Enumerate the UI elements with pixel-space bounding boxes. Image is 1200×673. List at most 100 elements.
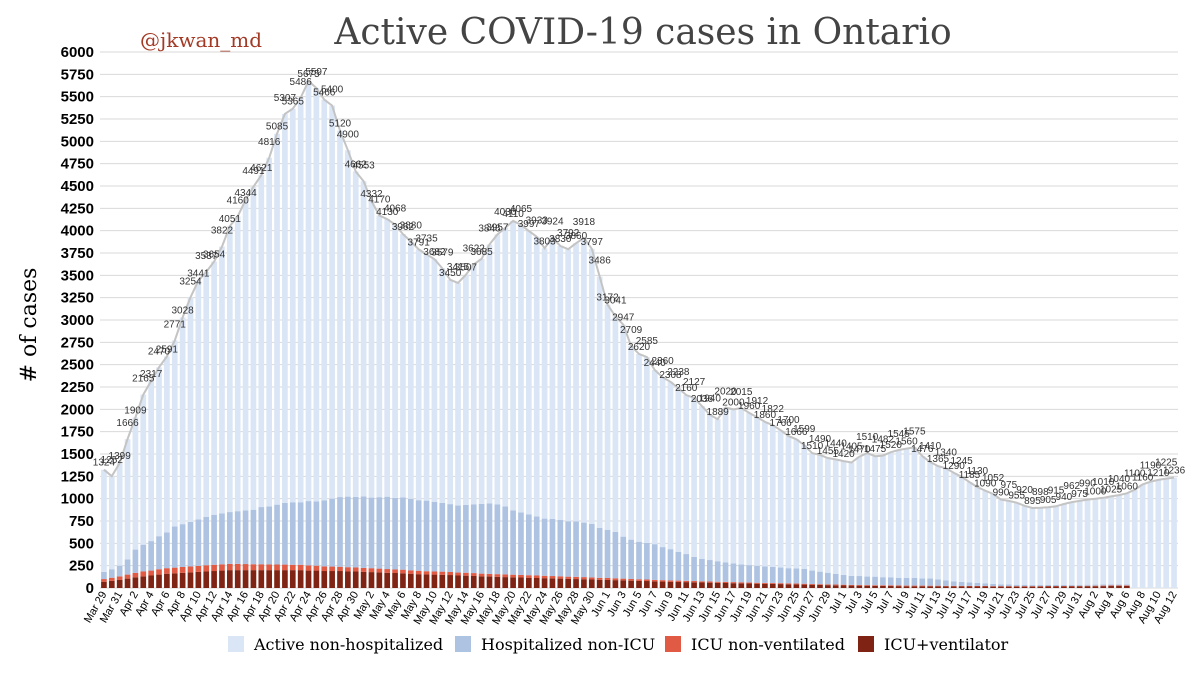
bar-icu-ventilator xyxy=(250,570,257,588)
bar-active-non-hospitalized xyxy=(722,407,729,563)
bar-active-non-hospitalized xyxy=(762,421,768,567)
bar-icu-non-ventilated xyxy=(549,576,556,579)
bar-icu-non-ventilated xyxy=(769,583,776,584)
bar-icu-non-ventilated xyxy=(132,572,139,578)
bar-hospitalized-non-icu xyxy=(226,512,233,564)
bar-active-non-hospitalized xyxy=(195,280,202,520)
bar-hospitalized-non-icu xyxy=(171,526,178,568)
bar-hospitalized-non-icu xyxy=(439,502,446,572)
bar-icu-non-ventilated xyxy=(203,565,210,572)
bar-active-non-hospitalized xyxy=(1131,489,1138,588)
bar-icu-ventilator xyxy=(463,575,469,588)
bar-hospitalized-non-icu xyxy=(526,514,532,576)
data-label: 4900 xyxy=(337,129,360,140)
bar-icu-non-ventilated xyxy=(943,585,949,587)
bar-hospitalized-non-icu xyxy=(644,542,650,580)
data-label: 1510 xyxy=(856,432,879,443)
bar-icu-non-ventilated xyxy=(494,574,501,577)
data-label: 975 xyxy=(1000,480,1017,491)
bars xyxy=(101,81,1177,588)
data-label: 3880 xyxy=(400,220,423,231)
bar-icu-ventilator xyxy=(541,578,548,588)
data-label: 3792 xyxy=(557,228,580,239)
data-label: 1575 xyxy=(903,426,926,437)
data-label: 3933 xyxy=(526,216,549,227)
bar-hospitalized-non-icu xyxy=(769,567,776,584)
total-cases-line xyxy=(103,79,1175,510)
bar-active-non-hospitalized xyxy=(203,272,210,517)
bar-active-non-hospitalized xyxy=(801,445,808,569)
bar-hospitalized-non-icu xyxy=(1076,584,1083,586)
bar-active-non-hospitalized xyxy=(950,472,957,582)
bar-icu-ventilator xyxy=(337,571,343,588)
bar-icu-non-ventilated xyxy=(667,580,674,582)
bar-hospitalized-non-icu xyxy=(982,583,989,586)
bar-hospitalized-non-icu xyxy=(1029,585,1036,587)
bar-icu-non-ventilated xyxy=(927,585,933,587)
data-label: 1560 xyxy=(895,437,918,448)
data-label: 5120 xyxy=(329,119,352,130)
bar-icu-non-ventilated xyxy=(266,564,273,571)
bar-icu-ventilator xyxy=(895,586,902,588)
bar-active-non-hospitalized xyxy=(1029,508,1036,586)
y-tick-label: 1000 xyxy=(61,491,94,508)
data-label: 1100 xyxy=(1124,469,1146,480)
data-label: 2000 xyxy=(722,397,745,408)
bar-icu-ventilator xyxy=(187,572,194,588)
data-label: 5486 xyxy=(290,77,313,88)
data-label: 1666 xyxy=(785,427,808,438)
bar-hospitalized-non-icu xyxy=(345,496,351,568)
bar-icu-ventilator xyxy=(510,577,516,588)
bar-icu-ventilator xyxy=(1124,585,1130,588)
bar-hospitalized-non-icu xyxy=(116,565,123,577)
bar-icu-ventilator xyxy=(486,576,493,588)
bar-icu-ventilator xyxy=(392,572,398,588)
data-label: 4332 xyxy=(360,189,383,200)
bar-active-non-hospitalized xyxy=(1155,479,1162,588)
y-tick-label: 5500 xyxy=(61,89,94,106)
bar-hospitalized-non-icu xyxy=(754,565,760,583)
bar-icu-ventilator xyxy=(974,586,981,588)
bar-icu-non-ventilated xyxy=(911,585,918,587)
bar-icu-ventilator xyxy=(856,585,863,588)
bar-icu-ventilator xyxy=(825,585,831,588)
data-label: 1160 xyxy=(1132,472,1154,483)
bar-active-non-hospitalized xyxy=(1147,481,1154,588)
bar-icu-non-ventilated xyxy=(1116,585,1122,587)
bar-active-non-hospitalized xyxy=(171,340,178,527)
bar-icu-ventilator xyxy=(431,574,438,588)
bar-icu-non-ventilated xyxy=(179,567,186,573)
bar-hospitalized-non-icu xyxy=(691,556,697,582)
bar-hospitalized-non-icu xyxy=(990,583,996,587)
bar-icu-ventilator xyxy=(691,582,697,588)
data-label: 1340 xyxy=(935,447,958,458)
bar-icu-non-ventilated xyxy=(573,576,579,580)
bar-icu-ventilator xyxy=(455,575,461,588)
bar-icu-non-ventilated xyxy=(714,581,721,583)
data-label: 4065 xyxy=(510,204,533,215)
data-label: 895 xyxy=(1024,496,1041,507)
bar-hospitalized-non-icu xyxy=(872,576,878,586)
data-label: 4130 xyxy=(376,207,399,218)
bar-hospitalized-non-icu xyxy=(541,518,548,576)
bar-icu-ventilator xyxy=(329,571,335,588)
bar-hospitalized-non-icu xyxy=(1108,584,1114,586)
bar-icu-non-ventilated xyxy=(415,570,422,575)
bar-hospitalized-non-icu xyxy=(722,562,729,582)
data-label: 1245 xyxy=(950,456,973,467)
data-label: 2360 xyxy=(651,356,674,367)
y-tick-label: 5000 xyxy=(61,133,94,150)
bar-hospitalized-non-icu xyxy=(1092,584,1099,586)
bar-active-non-hospitalized xyxy=(533,236,540,517)
data-label: 2160 xyxy=(675,383,698,394)
bar-active-non-hospitalized xyxy=(832,459,839,574)
bar-icu-ventilator xyxy=(943,586,949,588)
bar-icu-non-ventilated xyxy=(793,583,800,585)
data-label: 1225 xyxy=(1155,458,1178,469)
data-label: 962 xyxy=(1063,481,1080,492)
bar-hospitalized-non-icu xyxy=(329,498,335,567)
bar-hospitalized-non-icu xyxy=(1068,584,1075,586)
bar-icu-ventilator xyxy=(722,582,729,588)
data-label: 4344 xyxy=(234,188,257,199)
